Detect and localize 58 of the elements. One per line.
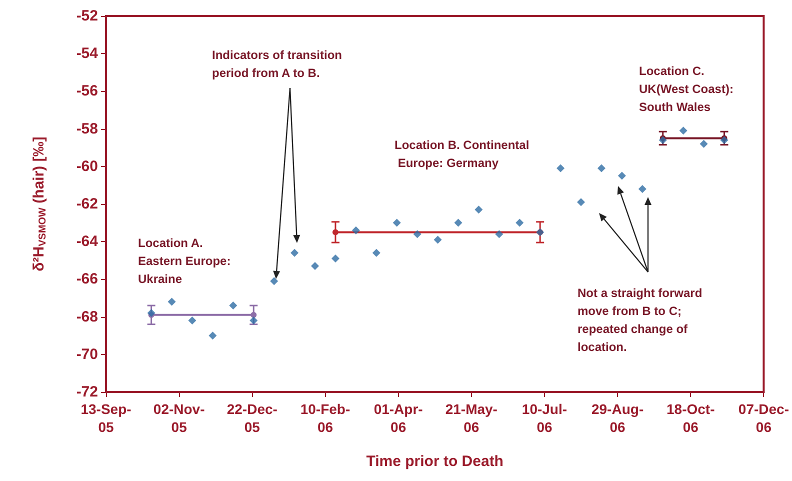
y-tick-label: -58 xyxy=(76,120,98,138)
y-tick-label: -56 xyxy=(76,82,98,100)
point xyxy=(618,172,626,180)
x-tick-label: 02-Nov-05 xyxy=(153,401,206,435)
point xyxy=(290,248,299,257)
y-tick-label: -72 xyxy=(76,384,98,400)
point xyxy=(516,218,524,227)
x-tick-label: 01-Apr-06 xyxy=(374,401,424,435)
point xyxy=(474,206,483,214)
y-tick-label: -54 xyxy=(76,45,99,62)
x-tick-label: 07-Dec-06 xyxy=(738,401,790,435)
point xyxy=(311,262,320,270)
y-tick-label: -70 xyxy=(76,346,98,363)
point xyxy=(495,230,504,238)
point xyxy=(331,254,340,263)
annotation: Location A. Eastern Europe: Ukraine xyxy=(138,236,234,286)
point xyxy=(229,302,238,310)
point xyxy=(250,312,257,318)
point xyxy=(556,164,565,172)
annotation: Indicators of transition period from A to B. xyxy=(212,48,346,80)
annotation: Location C. UK(West Coast): South Wales xyxy=(639,64,737,114)
point xyxy=(332,229,338,236)
point xyxy=(679,126,688,135)
point xyxy=(352,226,360,234)
point xyxy=(147,309,156,318)
point xyxy=(720,136,728,144)
x-tick-label: 10-Feb-06 xyxy=(300,401,350,435)
y-tick-label: -60 xyxy=(76,158,98,175)
y-axis-title: δ²HVSMOW (hair) [‰] xyxy=(30,136,48,272)
y-tick-label: -68 xyxy=(76,308,98,326)
x-tick-label: 21-May-06 xyxy=(445,401,498,435)
annotation: Not a straight forward move from B to C; repeated change of location. xyxy=(578,286,706,354)
point xyxy=(208,332,217,340)
point xyxy=(413,230,422,238)
point xyxy=(434,236,442,244)
point xyxy=(597,164,606,172)
point xyxy=(700,140,708,148)
x-tick-label: 22-Dec-05 xyxy=(226,401,278,435)
annotation: Location B. Continental Europe: Germany xyxy=(394,138,530,170)
point xyxy=(454,218,462,227)
y-tick-label: -66 xyxy=(76,270,98,288)
x-tick-label: 29-Aug-06 xyxy=(591,401,644,435)
x-axis-title: Time prior to Death xyxy=(366,453,504,470)
x-tick-label: 13-Sep-05 xyxy=(80,401,132,435)
point xyxy=(250,316,258,325)
point xyxy=(188,316,196,325)
point xyxy=(168,298,176,306)
point xyxy=(658,136,667,144)
point xyxy=(392,218,401,227)
x-tick-label: 10-Jul-06 xyxy=(522,401,568,435)
y-tick-label: -52 xyxy=(76,8,98,24)
point xyxy=(638,184,646,193)
point xyxy=(577,198,586,206)
x-tick-label: 18-Oct-06 xyxy=(666,401,716,435)
point xyxy=(270,277,278,286)
point xyxy=(372,248,380,257)
y-tick-label: -64 xyxy=(76,233,99,250)
y-tick-label: -62 xyxy=(76,196,98,212)
